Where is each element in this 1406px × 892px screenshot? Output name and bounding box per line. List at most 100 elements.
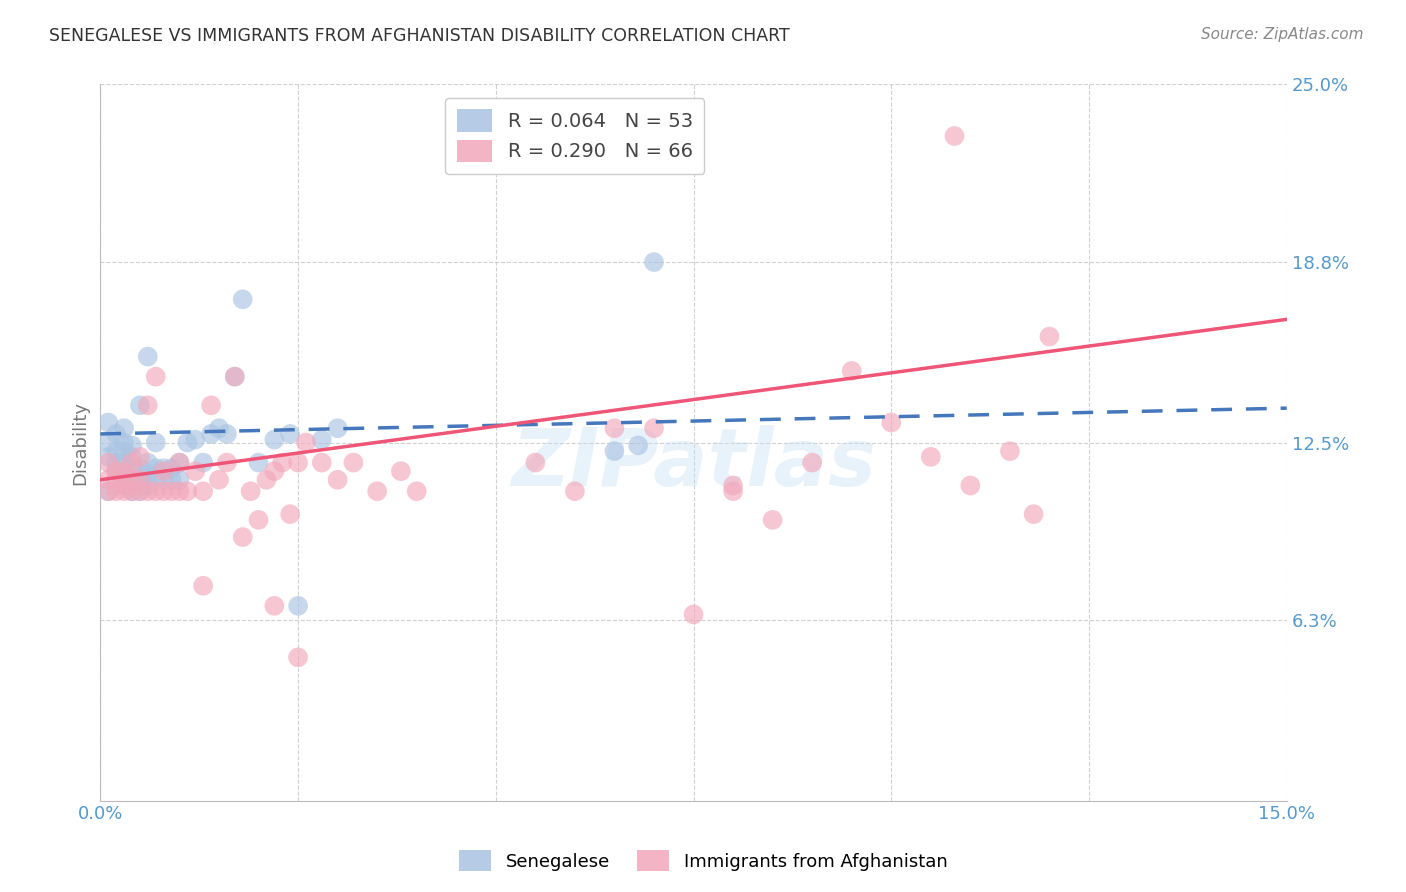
Point: [215, 426, 238, 441]
Point: [271, 456, 294, 470]
Point: [311, 456, 333, 470]
Point: [97, 484, 120, 499]
Point: [1038, 329, 1060, 343]
Legend: Senegalese, Immigrants from Afghanistan: Senegalese, Immigrants from Afghanistan: [451, 843, 955, 879]
Point: [256, 473, 278, 487]
Point: [278, 507, 301, 521]
Point: [145, 484, 167, 499]
Point: [405, 484, 427, 499]
Point: [121, 456, 143, 470]
Legend: R = 0.064   N = 53, R = 0.290   N = 66: R = 0.064 N = 53, R = 0.290 N = 66: [446, 98, 704, 174]
Point: [564, 484, 586, 499]
Point: [200, 426, 222, 441]
Point: [160, 484, 183, 499]
Point: [943, 128, 966, 143]
Point: [121, 450, 143, 464]
Text: Source: ZipAtlas.com: Source: ZipAtlas.com: [1201, 27, 1364, 42]
Point: [278, 426, 301, 441]
Point: [105, 464, 128, 478]
Point: [121, 438, 143, 452]
Text: ZIPatlas: ZIPatlas: [510, 425, 876, 503]
Point: [112, 444, 135, 458]
Point: [136, 350, 159, 364]
Point: [169, 473, 191, 487]
Point: [112, 478, 135, 492]
Point: [998, 444, 1021, 458]
Point: [721, 484, 744, 499]
Point: [326, 473, 349, 487]
Point: [136, 478, 159, 492]
Point: [145, 473, 167, 487]
Point: [920, 450, 942, 464]
Point: [112, 478, 135, 492]
Point: [801, 456, 824, 470]
Point: [169, 456, 191, 470]
Point: [263, 464, 285, 478]
Point: [232, 293, 254, 307]
Point: [208, 473, 231, 487]
Point: [247, 513, 270, 527]
Point: [524, 456, 547, 470]
Point: [97, 484, 120, 499]
Point: [169, 484, 191, 499]
Point: [128, 473, 150, 487]
Point: [721, 478, 744, 492]
Point: [121, 473, 143, 487]
Point: [128, 398, 150, 412]
Point: [97, 416, 120, 430]
Point: [239, 484, 262, 499]
Point: [145, 369, 167, 384]
Point: [208, 421, 231, 435]
Point: [263, 599, 285, 613]
Point: [152, 461, 174, 475]
Point: [224, 369, 246, 384]
Point: [112, 467, 135, 481]
Point: [152, 484, 174, 499]
Point: [105, 464, 128, 478]
Point: [224, 369, 246, 384]
Point: [121, 461, 143, 475]
Point: [263, 433, 285, 447]
Point: [128, 473, 150, 487]
Point: [105, 473, 128, 487]
Text: SENEGALESE VS IMMIGRANTS FROM AFGHANISTAN DISABILITY CORRELATION CHART: SENEGALESE VS IMMIGRANTS FROM AFGHANISTA…: [49, 27, 790, 45]
Point: [193, 579, 215, 593]
Point: [287, 456, 309, 470]
Point: [128, 461, 150, 475]
Point: [105, 444, 128, 458]
Point: [193, 484, 215, 499]
Point: [311, 433, 333, 447]
Point: [128, 450, 150, 464]
Point: [112, 435, 135, 450]
Y-axis label: Disability: Disability: [72, 401, 89, 484]
Point: [366, 484, 388, 499]
Point: [145, 435, 167, 450]
Point: [880, 416, 903, 430]
Point: [121, 484, 143, 499]
Point: [136, 484, 159, 499]
Point: [112, 484, 135, 499]
Point: [603, 444, 626, 458]
Point: [215, 456, 238, 470]
Point: [389, 464, 412, 478]
Point: [145, 461, 167, 475]
Point: [160, 461, 183, 475]
Point: [287, 599, 309, 613]
Point: [295, 435, 318, 450]
Point: [128, 484, 150, 499]
Point: [342, 456, 364, 470]
Point: [112, 421, 135, 435]
Point: [193, 456, 215, 470]
Point: [136, 467, 159, 481]
Point: [105, 426, 128, 441]
Point: [643, 255, 665, 269]
Point: [603, 421, 626, 435]
Point: [287, 650, 309, 665]
Point: [959, 478, 981, 492]
Point: [121, 484, 143, 499]
Point: [112, 456, 135, 470]
Point: [184, 464, 207, 478]
Point: [152, 464, 174, 478]
Point: [682, 607, 704, 622]
Point: [136, 398, 159, 412]
